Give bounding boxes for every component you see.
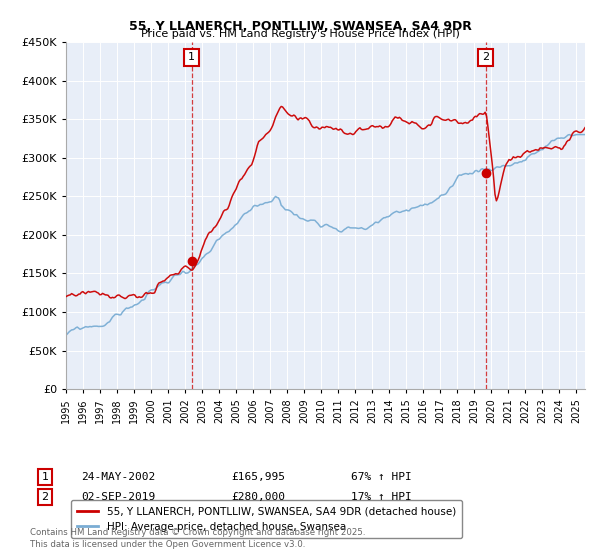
Text: 1: 1 [41,472,49,482]
Legend: 55, Y LLANERCH, PONTLLIW, SWANSEA, SA4 9DR (detached house), HPI: Average price,: 55, Y LLANERCH, PONTLLIW, SWANSEA, SA4 9… [71,500,462,538]
Text: 67% ↑ HPI: 67% ↑ HPI [351,472,412,482]
Text: £165,995: £165,995 [231,472,285,482]
Text: £280,000: £280,000 [231,492,285,502]
Text: 17% ↑ HPI: 17% ↑ HPI [351,492,412,502]
Text: 55, Y LLANERCH, PONTLLIW, SWANSEA, SA4 9DR: 55, Y LLANERCH, PONTLLIW, SWANSEA, SA4 9… [128,20,472,32]
Text: 24-MAY-2002: 24-MAY-2002 [81,472,155,482]
Text: 2: 2 [41,492,49,502]
Text: 02-SEP-2019: 02-SEP-2019 [81,492,155,502]
Text: 2: 2 [482,53,490,62]
Text: Contains HM Land Registry data © Crown copyright and database right 2025.
This d: Contains HM Land Registry data © Crown c… [30,528,365,549]
Text: Price paid vs. HM Land Registry's House Price Index (HPI): Price paid vs. HM Land Registry's House … [140,29,460,39]
Text: 1: 1 [188,53,195,62]
